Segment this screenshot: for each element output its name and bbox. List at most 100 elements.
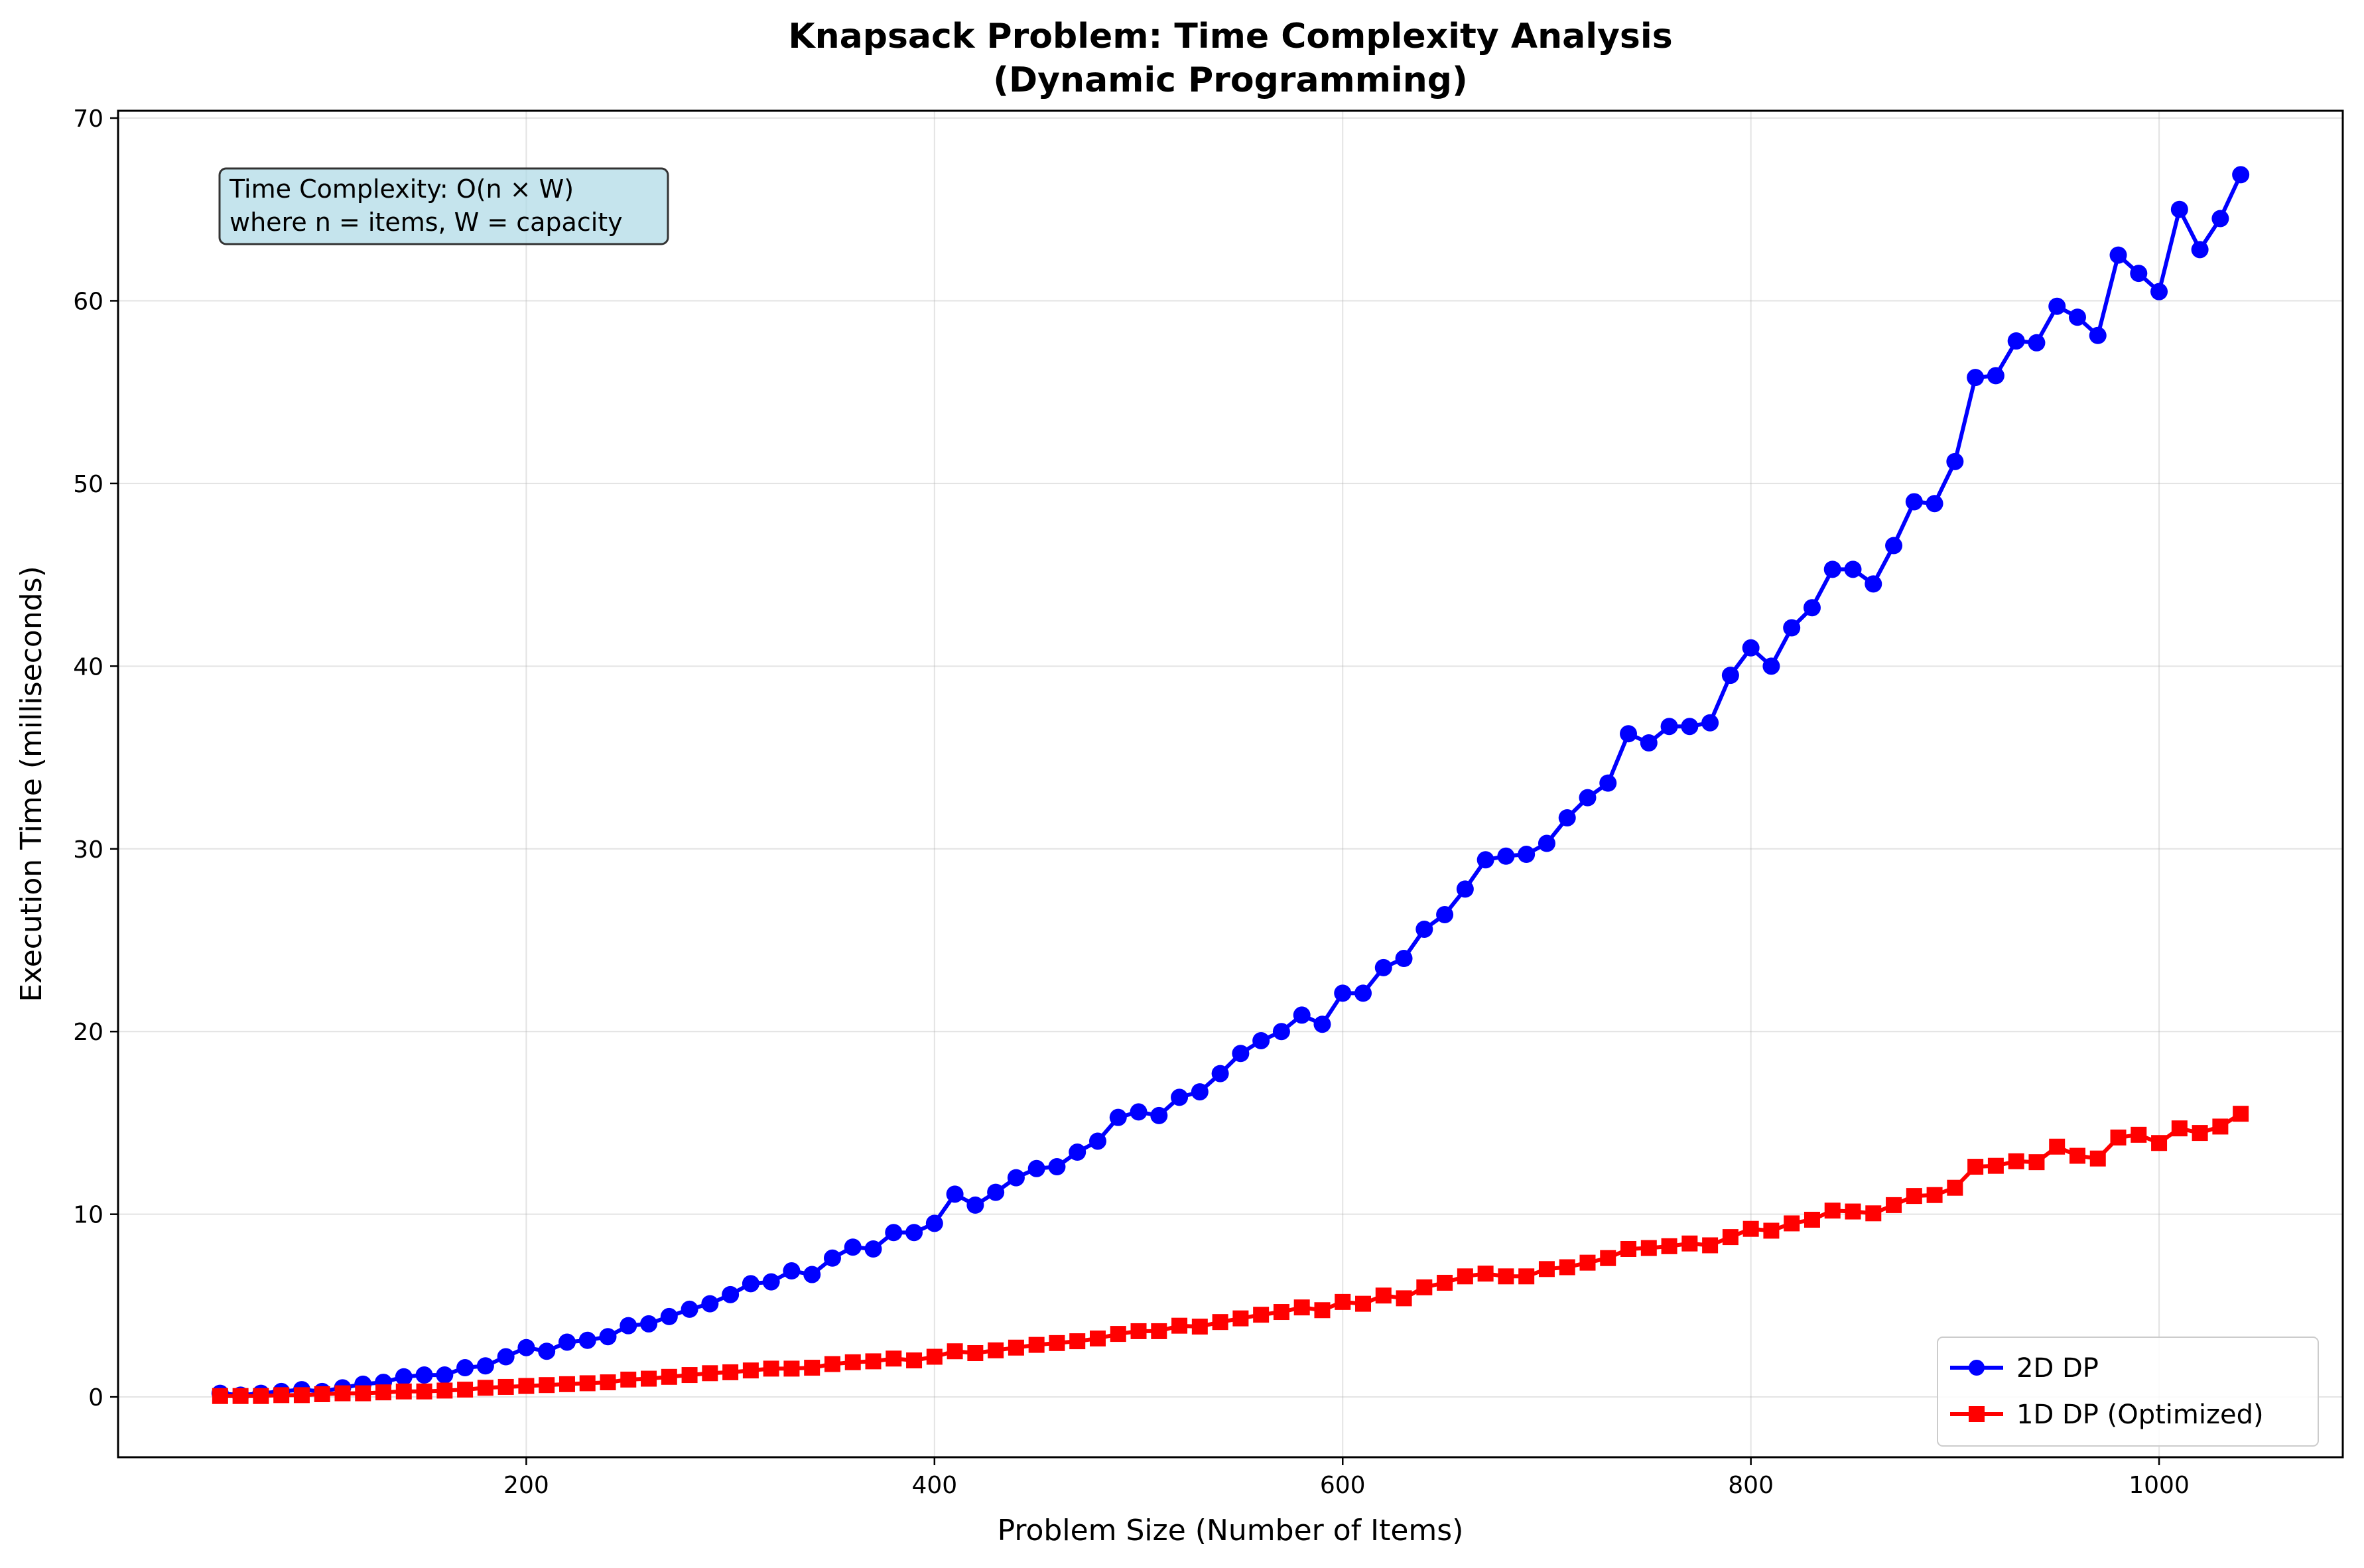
data-point-1d-dp-optimized: [681, 1367, 698, 1384]
data-point-1d-dp-optimized: [1028, 1337, 1045, 1353]
data-point-2d-dp: [1497, 847, 1515, 865]
data-point-2d-dp: [1823, 560, 1841, 578]
data-point-1d-dp-optimized: [558, 1376, 575, 1392]
data-point-2d-dp: [1660, 718, 1678, 736]
chart-subtitle: (Dynamic Programming): [993, 60, 1468, 100]
data-point-1d-dp-optimized: [1049, 1335, 1065, 1351]
series-line-1d-dp-optimized: [220, 1112, 2242, 1398]
data-point-2d-dp: [946, 1185, 964, 1203]
data-point-1d-dp-optimized: [783, 1360, 800, 1377]
annotation-background: [218, 167, 669, 245]
data-point-1d-dp-optimized: [1824, 1203, 1841, 1219]
data-point-1d-dp-optimized: [988, 1342, 1004, 1358]
data-point-1d-dp-optimized: [1987, 1157, 2004, 1174]
data-point-1d-dp-optimized: [886, 1350, 902, 1367]
data-point-2d-dp: [1395, 950, 1413, 968]
y-tick-label: 70: [73, 105, 103, 133]
data-point-2d-dp: [1599, 774, 1617, 792]
data-point-2d-dp: [2028, 334, 2046, 352]
annotation-line-1: Time Complexity: O(n × W): [229, 174, 574, 204]
y-tick-label: 50: [73, 471, 103, 498]
ticks: 200 400 600 800 1000 0 10 20 30 40 50 60 70: [73, 105, 2190, 1499]
data-point-1d-dp-optimized: [661, 1368, 677, 1385]
legend-marker-1d-dp: [1969, 1406, 1985, 1422]
data-point-1d-dp-optimized: [1742, 1220, 1759, 1237]
data-point-1d-dp-optimized: [518, 1378, 535, 1394]
data-point-1d-dp-optimized: [1314, 1302, 1331, 1319]
data-point-1d-dp-optimized: [1906, 1188, 1922, 1205]
series-line-2d-dp: [220, 174, 2243, 1398]
data-point-2d-dp: [1313, 1015, 1331, 1033]
data-point-1d-dp-optimized: [2131, 1126, 2147, 1143]
data-point-1d-dp-optimized: [497, 1378, 514, 1395]
y-tick-label: 20: [73, 1019, 103, 1046]
data-point-2d-dp: [2048, 297, 2066, 315]
data-point-1d-dp-optimized: [1457, 1268, 1473, 1285]
data-point-2d-dp: [864, 1240, 882, 1258]
legend-marker-2d-dp: [1969, 1360, 1985, 1376]
data-point-2d-dp: [885, 1224, 903, 1242]
series-layer: [211, 166, 2250, 1404]
data-point-2d-dp: [1579, 789, 1597, 807]
data-point-2d-dp: [1783, 619, 1801, 637]
data-point-2d-dp: [1088, 1132, 1106, 1150]
data-point-1d-dp-optimized: [906, 1352, 923, 1369]
data-point-1d-dp-optimized: [1784, 1215, 1800, 1232]
data-point-2d-dp: [2068, 308, 2086, 326]
data-point-1d-dp-optimized: [1212, 1314, 1228, 1331]
data-point-1d-dp-optimized: [1722, 1229, 1739, 1246]
data-point-1d-dp-optimized: [620, 1371, 637, 1388]
data-point-1d-dp-optimized: [600, 1374, 616, 1391]
x-tick-label: 800: [1728, 1472, 1774, 1499]
x-tick-label: 400: [911, 1472, 957, 1499]
data-point-1d-dp-optimized: [273, 1387, 290, 1404]
data-point-1d-dp-optimized: [539, 1377, 555, 1394]
data-point-1d-dp-optimized: [1437, 1274, 1453, 1291]
data-point-2d-dp: [1069, 1143, 1086, 1161]
series-2d-dp: [211, 166, 2250, 1404]
data-point-2d-dp: [1456, 880, 1474, 898]
data-point-2d-dp: [762, 1273, 780, 1291]
data-point-2d-dp: [436, 1366, 454, 1384]
data-point-2d-dp: [497, 1348, 515, 1366]
data-point-1d-dp-optimized: [1273, 1304, 1289, 1321]
annotation-box: Time Complexity: O(n × W) where n = item…: [218, 167, 669, 245]
data-point-2d-dp: [1865, 575, 1882, 593]
data-point-1d-dp-optimized: [2008, 1153, 2024, 1169]
data-point-2d-dp: [1803, 599, 1821, 617]
data-point-2d-dp: [2130, 265, 2148, 283]
data-point-2d-dp: [1232, 1045, 1250, 1063]
data-point-1d-dp-optimized: [1191, 1319, 1208, 1335]
data-point-2d-dp: [558, 1333, 576, 1351]
data-point-1d-dp-optimized: [1355, 1295, 1372, 1312]
data-point-1d-dp-optimized: [1008, 1339, 1024, 1356]
y-tick-label: 10: [73, 1202, 103, 1229]
data-point-2d-dp: [1272, 1023, 1290, 1041]
data-point-1d-dp-optimized: [1293, 1299, 1310, 1316]
data-point-2d-dp: [1946, 452, 1964, 470]
data-point-1d-dp-optimized: [1253, 1307, 1270, 1323]
data-point-2d-dp: [1844, 560, 1862, 578]
y-axis-label: Execution Time (milliseconds): [15, 566, 48, 1002]
data-point-1d-dp-optimized: [824, 1356, 840, 1372]
data-point-1d-dp-optimized: [641, 1370, 657, 1387]
data-point-1d-dp-optimized: [2049, 1138, 2066, 1155]
data-point-1d-dp-optimized: [926, 1348, 943, 1365]
data-point-1d-dp-optimized: [355, 1385, 371, 1402]
data-point-1d-dp-optimized: [1702, 1237, 1719, 1254]
data-point-2d-dp: [701, 1295, 719, 1313]
data-point-1d-dp-optimized: [1926, 1187, 1943, 1203]
data-point-1d-dp-optimized: [2089, 1150, 2106, 1167]
data-point-2d-dp: [415, 1366, 433, 1384]
data-point-2d-dp: [620, 1317, 637, 1335]
data-point-2d-dp: [966, 1196, 984, 1214]
data-point-2d-dp: [2109, 246, 2127, 264]
data-point-1d-dp-optimized: [804, 1360, 821, 1376]
data-point-1d-dp-optimized: [1640, 1240, 1657, 1256]
data-point-1d-dp-optimized: [1947, 1179, 1963, 1196]
data-point-1d-dp-optimized: [579, 1375, 596, 1392]
data-point-1d-dp-optimized: [1681, 1235, 1698, 1252]
legend-frame: [1937, 1337, 2319, 1447]
